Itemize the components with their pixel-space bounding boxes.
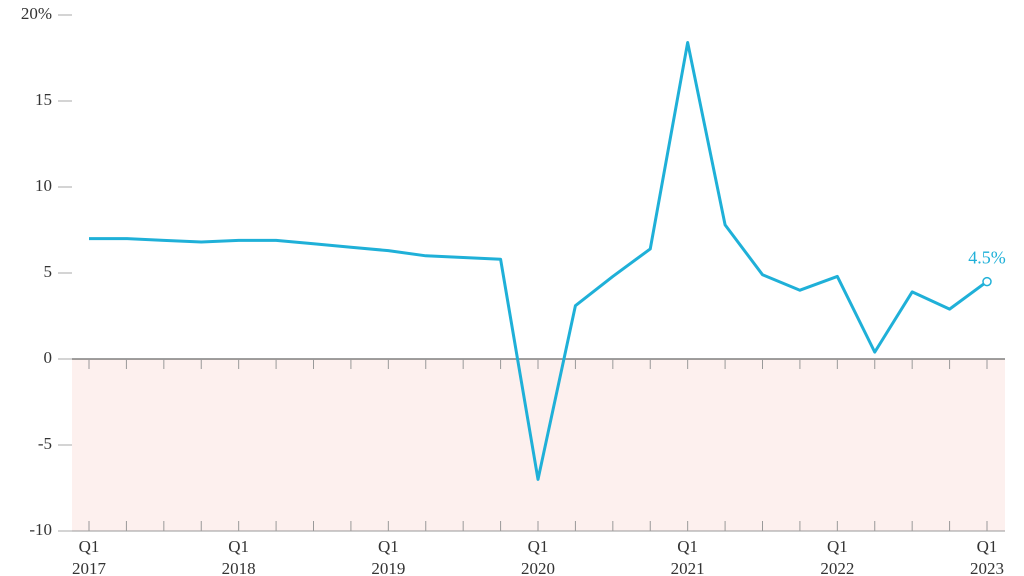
x-tick-label: 2021: [671, 559, 705, 576]
x-tick-label: 2020: [521, 559, 555, 576]
x-tick-label: 2022: [820, 559, 854, 576]
y-tick-label: 15: [35, 90, 52, 109]
y-tick-label: -10: [29, 520, 52, 539]
x-tick-label: Q1: [977, 537, 998, 556]
line-series: [89, 41, 988, 481]
x-tick-label: Q1: [528, 537, 549, 556]
x-tick-label: Q1: [378, 537, 399, 556]
y-tick-label: 10: [35, 176, 52, 195]
value-label: 4.5%: [968, 248, 1006, 268]
y-tick-label: -5: [38, 434, 52, 453]
x-tick-label: Q1: [677, 537, 698, 556]
x-tick-label: 2023: [970, 559, 1004, 576]
y-tick-label: 0: [44, 348, 53, 367]
y-tick-label: 5: [44, 262, 53, 281]
x-tick-label: 2019: [371, 559, 405, 576]
y-tick-label: 20%: [21, 4, 52, 23]
negative-region: [72, 359, 1005, 531]
x-tick-label: Q1: [79, 537, 100, 556]
x-tick-label: Q1: [827, 537, 848, 556]
x-tick-label: 2017: [72, 559, 107, 576]
x-tick-label: Q1: [228, 537, 249, 556]
end-point: [982, 276, 992, 287]
x-tick-label: 2018: [222, 559, 256, 576]
